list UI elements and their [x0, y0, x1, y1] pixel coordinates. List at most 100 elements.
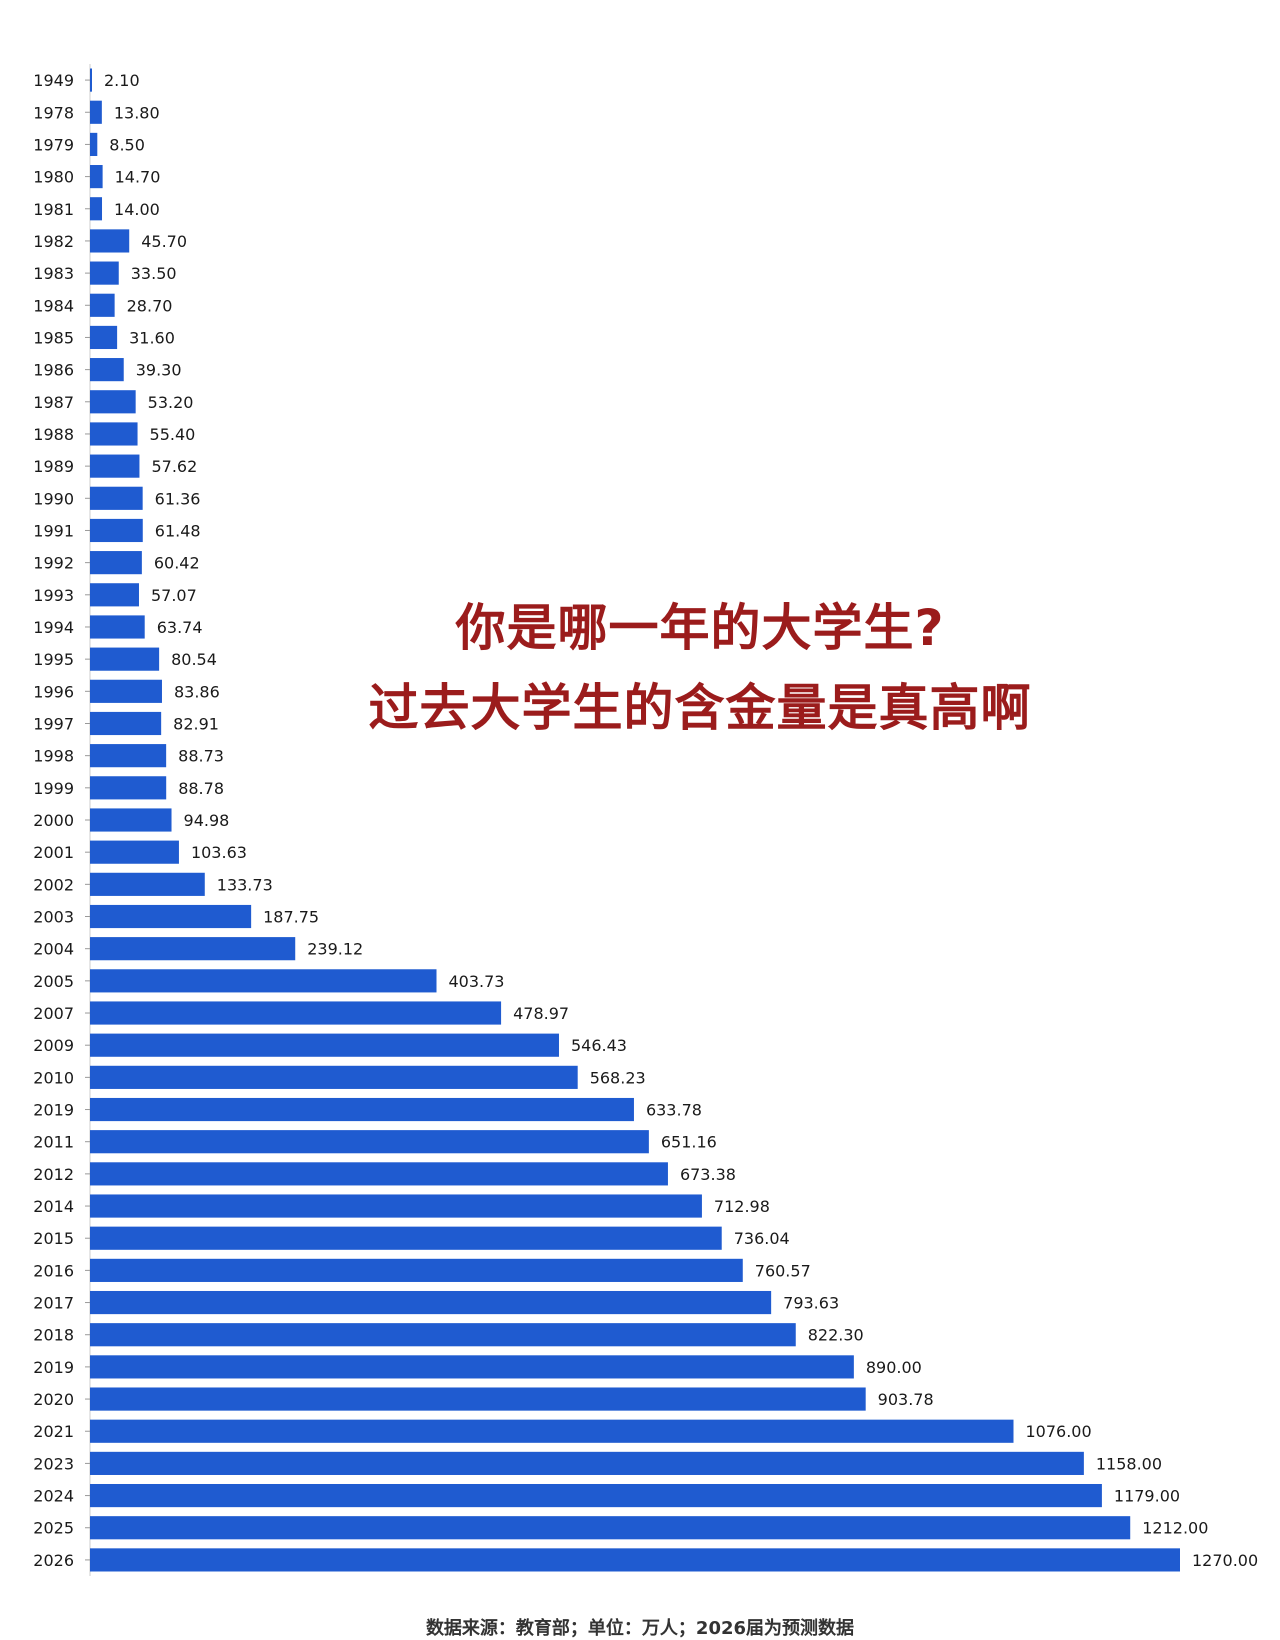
data-label: 82.91: [173, 714, 219, 733]
data-label: 61.36: [155, 489, 201, 508]
data-label: 14.70: [115, 168, 161, 187]
data-label: 651.16: [661, 1133, 717, 1152]
data-label: 736.04: [734, 1229, 790, 1248]
category-tick-label: 2025: [33, 1519, 74, 1538]
chart-title: 你是哪一年的大学生? 过去大学生的含金量是真高啊: [330, 588, 1070, 748]
bar-1988: [90, 422, 138, 446]
data-label: 673.38: [680, 1165, 736, 1184]
data-label: 546.43: [571, 1036, 627, 1055]
category-tick-label: 1985: [33, 328, 74, 347]
bar-1983: [90, 261, 119, 285]
category-tick-label: 2011: [33, 1133, 74, 1152]
data-label: 2.10: [104, 71, 140, 90]
category-tick-label: 1989: [33, 457, 74, 476]
bar-1981: [90, 197, 103, 221]
data-label: 890.00: [866, 1358, 922, 1377]
bar-chart: 1949 2.10 1978 13.80 1979 8.50 1980 14.70 1981 14…: [33, 64, 1258, 1576]
data-label: 187.75: [263, 908, 319, 927]
category-tick-label: 1982: [33, 232, 74, 251]
bar-2020: [90, 1387, 866, 1411]
bar-2019: [90, 1097, 634, 1122]
bar-2001: [90, 840, 179, 864]
bar-1998: [90, 744, 167, 768]
data-label: 14.00: [114, 200, 160, 219]
data-label: 28.70: [127, 296, 173, 315]
bar-2016: [90, 1258, 743, 1282]
category-tick-label: 1978: [33, 103, 74, 122]
category-tick-label: 2003: [33, 908, 74, 927]
data-label: 760.57: [755, 1261, 811, 1280]
data-label: 33.50: [131, 264, 177, 283]
data-label: 63.74: [157, 618, 203, 637]
data-label: 8.50: [109, 135, 145, 154]
category-tick-label: 2016: [33, 1261, 74, 1280]
data-label: 45.70: [141, 232, 187, 251]
category-tick-label: 1994: [33, 618, 74, 637]
bar-2026: [90, 1548, 1180, 1572]
bar-1991: [90, 518, 143, 543]
bar-2025: [90, 1516, 1131, 1540]
category-tick-label: 2002: [33, 875, 74, 894]
bar-2012: [90, 1162, 668, 1186]
data-label: 633.78: [646, 1101, 702, 1120]
data-label: 822.30: [808, 1326, 864, 1345]
category-tick-label: 2019: [33, 1101, 74, 1120]
data-label: 80.54: [171, 650, 217, 669]
category-tick-label: 2000: [33, 811, 74, 830]
bar-1984: [90, 293, 115, 317]
category-tick-label: 2001: [33, 843, 74, 862]
category-tick-label: 2010: [33, 1068, 74, 1087]
bar-1997: [90, 711, 162, 736]
data-label: 61.48: [155, 521, 201, 540]
data-label: 57.62: [151, 457, 197, 476]
bar-2003: [90, 904, 252, 929]
bar-1999: [90, 776, 167, 800]
data-label: 60.42: [154, 554, 200, 573]
category-tick-label: 2021: [33, 1422, 74, 1441]
category-tick-label: 2024: [33, 1487, 74, 1506]
title-line-2: 过去大学生的含金量是真高啊: [368, 679, 1032, 737]
data-label: 88.73: [178, 747, 224, 766]
category-tick-label: 1986: [33, 361, 74, 380]
category-tick-label: 2026: [33, 1551, 74, 1570]
bar-1990: [90, 486, 143, 510]
bar-2018: [90, 1323, 796, 1347]
bar-1949: [90, 68, 92, 92]
bar-2011: [90, 1130, 649, 1154]
category-tick-label: 1984: [33, 296, 74, 315]
bar-1989: [90, 454, 140, 478]
bar-1996: [90, 679, 162, 703]
category-tick-label: 1983: [33, 264, 74, 283]
bar-1978: [90, 100, 102, 124]
bar-2023: [90, 1451, 1084, 1475]
data-label: 55.40: [150, 425, 196, 444]
data-label: 83.86: [174, 682, 220, 701]
data-label: 568.23: [590, 1068, 646, 1087]
data-label: 403.73: [449, 972, 505, 991]
bar-2010: [90, 1065, 578, 1089]
category-tick-label: 2014: [33, 1197, 74, 1216]
category-tick-label: 1980: [33, 168, 74, 187]
bar-1986: [90, 358, 124, 382]
data-label: 478.97: [513, 1004, 569, 1023]
title-line-1: 你是哪一年的大学生?: [455, 599, 945, 657]
bar-2019: [90, 1355, 854, 1379]
data-label: 1270.00: [1192, 1551, 1258, 1570]
data-label: 94.98: [184, 811, 230, 830]
bar-2004: [90, 937, 296, 961]
category-tick-label: 2023: [33, 1454, 74, 1473]
category-tick-label: 2020: [33, 1390, 74, 1409]
category-tick-label: 1987: [33, 393, 74, 412]
data-label: 1212.00: [1142, 1519, 1208, 1538]
data-label: 1179.00: [1114, 1487, 1180, 1506]
bar-2000: [90, 808, 172, 832]
bar-1995: [90, 647, 160, 671]
category-tick-label: 1949: [33, 71, 74, 90]
category-tick-label: 2012: [33, 1165, 74, 1184]
data-label: 239.12: [307, 940, 363, 959]
category-tick-label: 2015: [33, 1229, 74, 1248]
bar-1980: [90, 165, 103, 189]
bar-1992: [90, 551, 142, 575]
data-label: 1158.00: [1096, 1454, 1162, 1473]
bar-2014: [90, 1194, 702, 1218]
